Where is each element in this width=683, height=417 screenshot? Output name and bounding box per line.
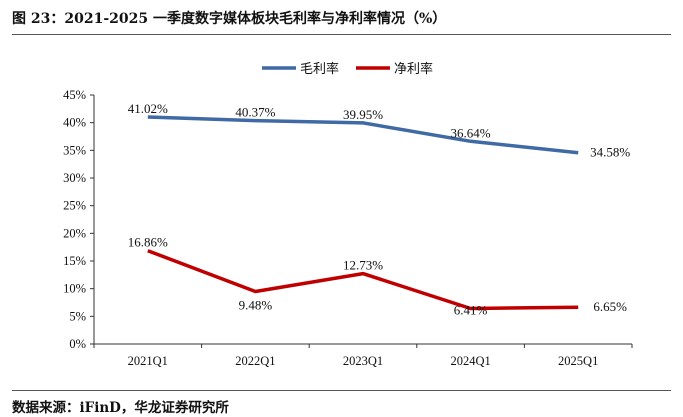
x-axis-tick-labels: 2021Q1 2022Q1 2023Q1 2024Q1 2025Q1 (128, 354, 599, 368)
y-tick-label: 40% (63, 116, 86, 130)
y-tick-label: 15% (63, 254, 86, 268)
data-label: 16.86% (128, 235, 168, 250)
y-tick-label: 0% (69, 337, 86, 351)
series-line-gross-margin (147, 115, 579, 155)
axes (90, 94, 633, 348)
figure-title: 图 23：2021-2025 一季度数字媒体板块毛利率与净利率情况（%） (12, 11, 447, 27)
data-label: 6.41% (454, 303, 488, 318)
legend-label-gross-margin: 毛利率 (300, 61, 339, 76)
bottom-rule (12, 390, 671, 391)
y-tick-label: 10% (63, 282, 86, 296)
data-label: 9.48% (239, 298, 273, 313)
data-label: 36.64% (451, 125, 491, 140)
y-tick-label: 25% (63, 199, 86, 213)
data-label: 12.73% (343, 258, 383, 273)
series-line-net-margin (147, 249, 579, 311)
data-label: 39.95% (343, 107, 383, 122)
y-tick-label: 30% (63, 171, 86, 185)
x-tick-label: 2025Q1 (558, 354, 598, 368)
y-axis-tick-labels: 0% 5% 10% 15% 20% 25% 30% 35% 40% 45% (63, 88, 86, 351)
y-tick-label: 5% (69, 309, 86, 323)
data-labels-net-margin: 16.86% 9.48% 12.73% 6.41% 6.65% (128, 235, 627, 318)
top-rule (12, 34, 671, 35)
data-label: 41.02% (128, 101, 168, 116)
x-tick-label: 2021Q1 (128, 354, 168, 368)
y-tick-label: 45% (63, 88, 86, 102)
data-label: 34.58% (590, 145, 630, 160)
x-tick-label: 2022Q1 (235, 354, 275, 368)
legend: 毛利率 净利率 (262, 61, 433, 76)
y-tick-label: 20% (63, 226, 86, 240)
legend-label-net-margin: 净利率 (394, 61, 433, 76)
data-label: 40.37% (235, 105, 275, 120)
source-note: 数据来源：iFinD，华龙证券研究所 (12, 400, 229, 416)
data-labels-gross-margin: 41.02% 40.37% 39.95% 36.64% 34.58% (128, 101, 631, 160)
line-chart: 毛利率 净利率 0% 5% 10% 15% 20% 25% 30% 35% 40… (63, 61, 633, 368)
data-label: 6.65% (593, 299, 627, 314)
x-tick-label: 2024Q1 (450, 354, 490, 368)
y-tick-label: 35% (63, 143, 86, 157)
x-tick-label: 2023Q1 (343, 354, 383, 368)
